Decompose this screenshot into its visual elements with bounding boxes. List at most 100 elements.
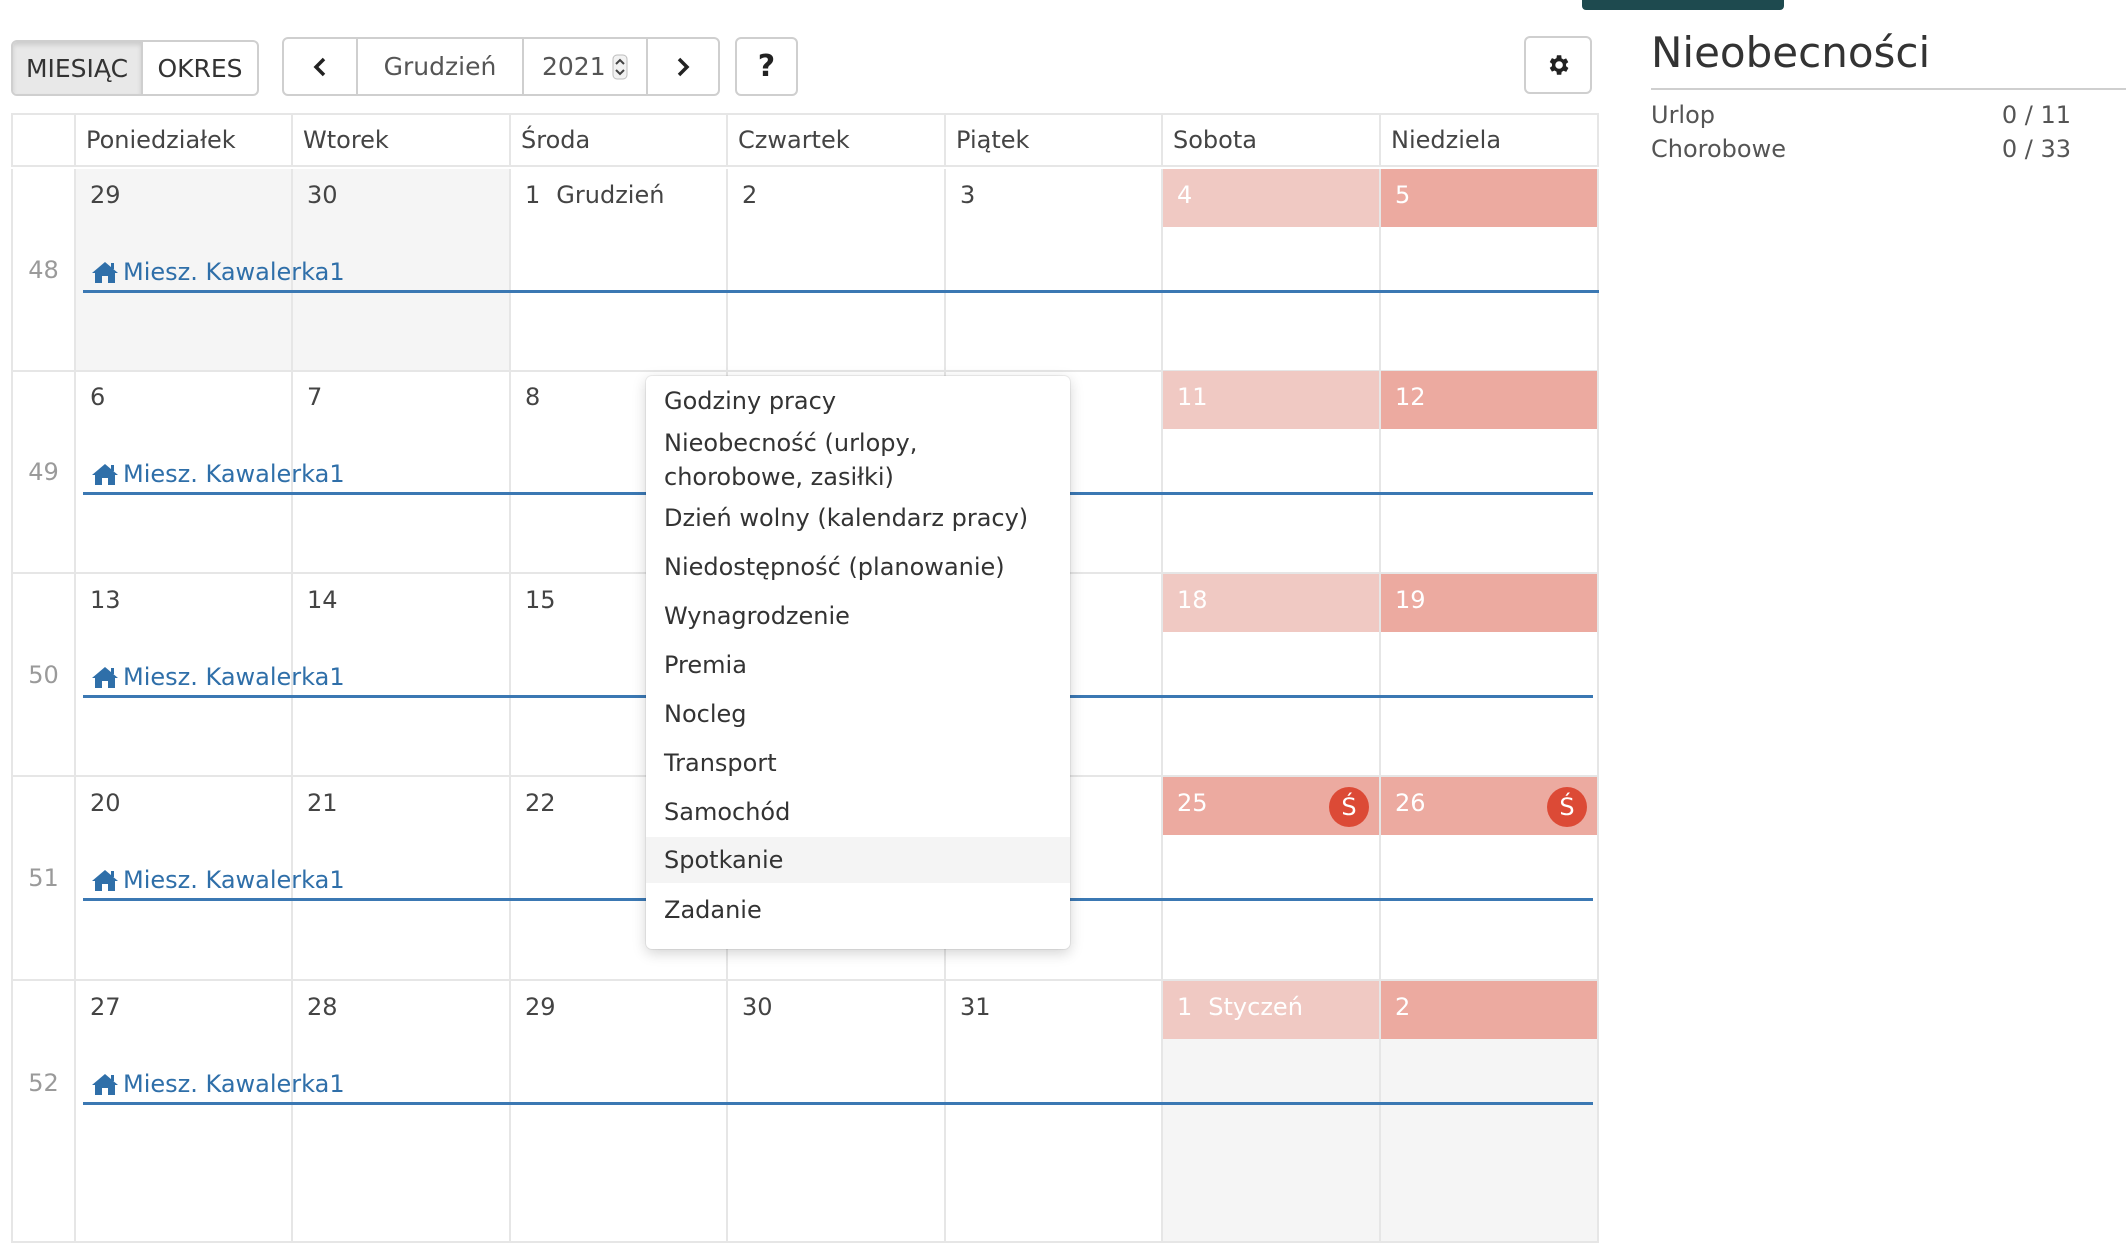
month-navigator: Grudzień 2021 <box>282 37 720 96</box>
day-cell[interactable]: 19 <box>1381 574 1599 777</box>
home-icon <box>92 1073 118 1095</box>
dropdown-item[interactable]: Nieobecność (urlopy, chorobowe, zasiłki) <box>664 429 918 491</box>
day-number: 29 <box>525 993 556 1021</box>
week-number: 52 <box>11 981 76 1243</box>
day-cell[interactable]: 7 <box>293 371 511 574</box>
day-cell[interactable]: 6 <box>76 371 293 574</box>
absence-label: Urlop <box>1651 101 1716 129</box>
day-header: 4 <box>1163 169 1379 227</box>
help-button[interactable]: ? <box>735 37 798 96</box>
day-number: 19 <box>1395 586 1426 614</box>
dropdown-item[interactable]: Transport <box>664 749 777 777</box>
day-cell[interactable]: 11 <box>1163 371 1381 574</box>
month-select[interactable]: Grudzień <box>356 39 522 94</box>
day-cell[interactable]: 25 Ś <box>1163 777 1381 981</box>
weekday-header: Sobota <box>1163 113 1381 167</box>
day-cell[interactable]: 26 Ś <box>1381 777 1599 981</box>
day-header: 12 <box>1381 371 1597 429</box>
weekday-header: Wtorek <box>293 113 511 167</box>
add-entry-dropdown-menu: Godziny pracy Nieobecność (urlopy, chorob… <box>646 376 1070 949</box>
day-cell[interactable]: 27 <box>76 981 293 1243</box>
event-label: Miesz. Kawalerka1 <box>123 459 345 488</box>
month-start-label: Styczeń <box>1208 993 1303 1021</box>
day-cell[interactable]: 31 <box>946 981 1163 1243</box>
absence-value: 0 / 33 <box>2001 135 2071 163</box>
event-bar[interactable]: Miesz. Kawalerka1 <box>83 253 1599 293</box>
day-cell[interactable]: 30 <box>728 981 946 1243</box>
home-icon <box>92 463 118 485</box>
dropdown-item[interactable]: Wynagrodzenie <box>664 602 850 630</box>
dropdown-item[interactable]: Dzień wolny (kalendarz pracy) <box>664 504 1029 532</box>
dropdown-item[interactable]: Samochód <box>664 798 791 826</box>
day-cell[interactable]: 1 Styczeń <box>1163 981 1381 1243</box>
day-number: 12 <box>1395 383 1426 411</box>
day-number: 1 <box>525 181 541 209</box>
day-cell[interactable]: 2 <box>1381 981 1599 1243</box>
settings-button[interactable] <box>1524 36 1592 94</box>
dropdown-item[interactable]: Godziny pracy <box>664 387 837 415</box>
day-header: 6 <box>76 371 291 429</box>
event-bar[interactable]: Miesz. Kawalerka1 <box>83 1065 1593 1105</box>
next-month-button[interactable] <box>646 39 718 94</box>
day-number: 4 <box>1177 181 1193 209</box>
holiday-badge[interactable]: Ś <box>1329 787 1369 827</box>
dropdown-item[interactable]: Niedostępność (planowanie) <box>664 553 1005 581</box>
day-number: 14 <box>307 586 338 614</box>
prev-month-button[interactable] <box>284 39 356 94</box>
month-mode-button[interactable]: MIESIĄC <box>13 42 141 94</box>
day-number: 1 <box>1177 993 1193 1021</box>
home-icon <box>92 666 118 688</box>
day-cell[interactable]: 20 <box>76 777 293 981</box>
event-label: Miesz. Kawalerka1 <box>123 257 345 286</box>
day-header: 2 <box>1381 981 1597 1039</box>
chevron-right-icon <box>677 57 690 76</box>
day-header: 5 <box>1381 169 1597 227</box>
day-cell[interactable]: 30 <box>293 169 511 372</box>
day-cell[interactable]: 18 <box>1163 574 1381 777</box>
period-mode-button[interactable]: OKRES <box>141 42 257 94</box>
help-label: ? <box>757 49 776 84</box>
day-number: 15 <box>525 586 556 614</box>
dropdown-item[interactable]: Nocleg <box>664 700 747 728</box>
day-header: 1 Grudzień <box>511 169 726 227</box>
absence-row-urlop: Urlop 0 / 11 <box>1651 101 2071 129</box>
day-cell[interactable]: 21 <box>293 777 511 981</box>
home-icon <box>92 261 118 283</box>
holiday-badge[interactable]: Ś <box>1547 787 1587 827</box>
day-header: 30 <box>293 169 509 227</box>
day-header: 27 <box>76 981 291 1039</box>
spinner-arrows-icon[interactable] <box>612 54 628 80</box>
day-number: 27 <box>90 993 121 1021</box>
day-cell[interactable]: 13 <box>76 574 293 777</box>
day-header: 11 <box>1163 371 1379 429</box>
day-cell[interactable]: 3 <box>946 169 1163 372</box>
weekday-header: Piątek <box>946 113 1163 167</box>
day-number: 8 <box>525 383 541 411</box>
day-cell[interactable]: 1 Grudzień <box>511 169 728 372</box>
day-number: 25 <box>1177 789 1208 817</box>
day-header: 14 <box>293 574 509 632</box>
day-cell[interactable]: 29 <box>511 981 728 1243</box>
event-label: Miesz. Kawalerka1 <box>123 1069 345 1098</box>
day-cell[interactable]: 12 <box>1381 371 1599 574</box>
weekday-header: Środa <box>511 113 728 167</box>
year-input[interactable]: 2021 <box>522 39 646 94</box>
dropdown-item[interactable]: Spotkanie <box>646 837 1070 883</box>
day-number: 2 <box>1395 993 1411 1021</box>
day-number: 31 <box>960 993 991 1021</box>
day-cell[interactable]: 14 <box>293 574 511 777</box>
day-header: 15 <box>511 574 726 632</box>
day-header: 25 Ś <box>1163 777 1379 835</box>
weeknum-header <box>11 113 76 167</box>
day-cell[interactable]: 2 <box>728 169 946 372</box>
day-header: 3 <box>946 169 1161 227</box>
dropdown-item[interactable]: Zadanie <box>664 896 762 924</box>
absences-divider <box>1651 88 2126 90</box>
day-cell[interactable]: 28 <box>293 981 511 1243</box>
day-header: 30 <box>728 981 944 1039</box>
week-number: 49 <box>11 371 76 574</box>
day-number: 3 <box>960 181 976 209</box>
dropdown-item[interactable]: Premia <box>664 651 747 679</box>
day-header: 20 <box>76 777 291 835</box>
day-header: 22 <box>511 777 726 835</box>
